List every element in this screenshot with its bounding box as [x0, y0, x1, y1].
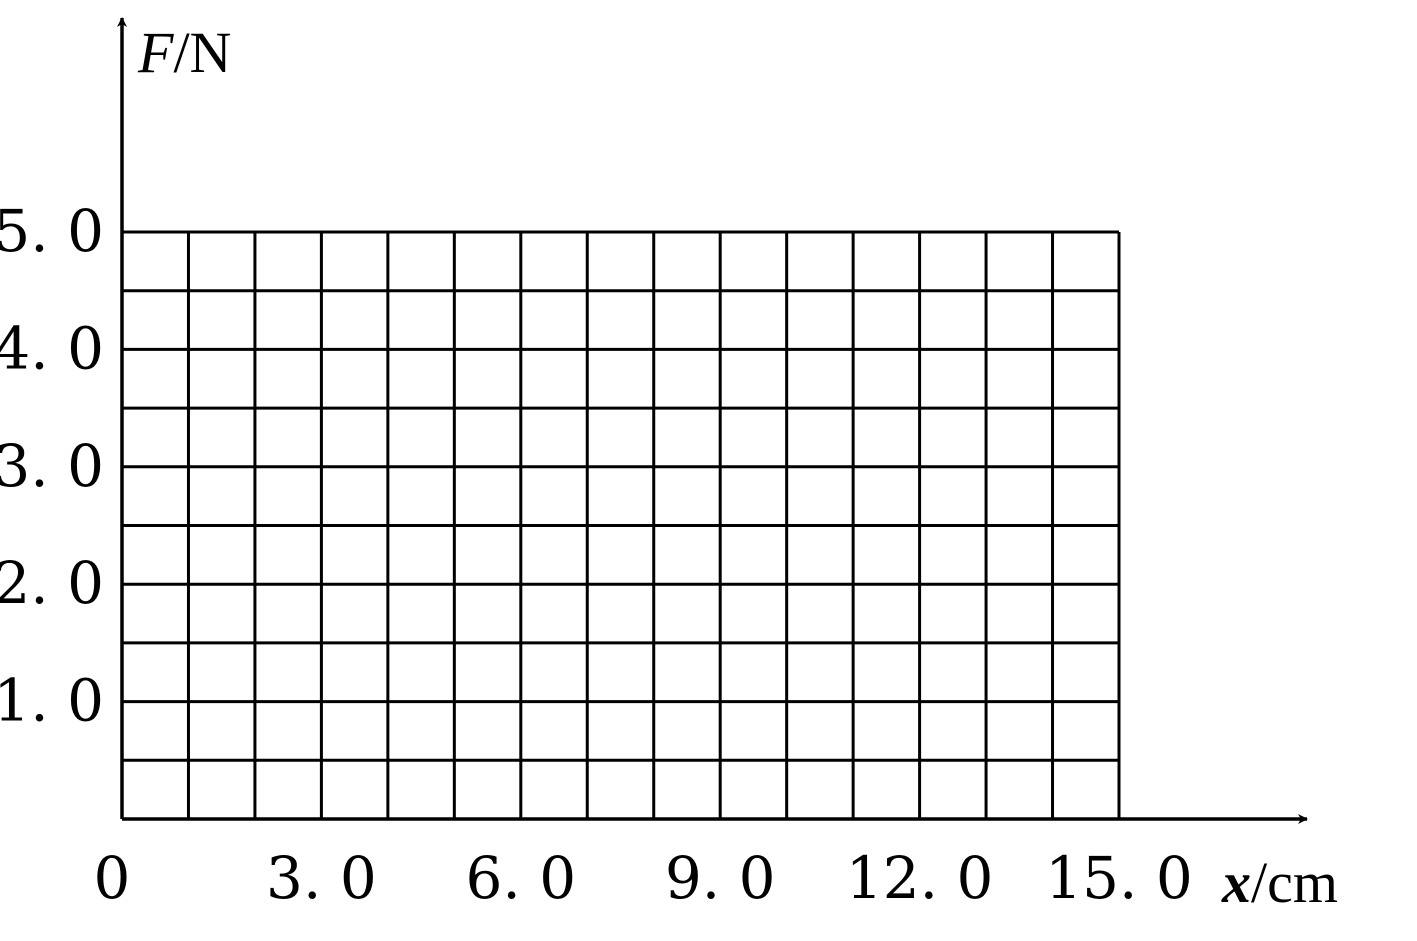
y-axis-variable: F	[137, 20, 174, 85]
x-tick-label: 3. 0	[266, 844, 377, 912]
y-tick-label: 4. 0	[0, 314, 104, 382]
x-axis-unit: /cm	[1251, 850, 1338, 915]
origin-label: 0	[94, 844, 131, 912]
x-tick-label: 12. 0	[846, 844, 994, 912]
grid	[120, 230, 1121, 821]
y-tick-label: 5. 0	[0, 197, 104, 265]
y-axis-title: F/N	[137, 20, 231, 85]
x-tick-label: 9. 0	[665, 844, 776, 912]
x-tick-label: 15. 0	[1045, 844, 1193, 912]
y-tick-label: 2. 0	[0, 549, 104, 617]
x-tick-label: 6. 0	[465, 844, 576, 912]
x-axis-title: x/cm	[1221, 850, 1338, 915]
y-tick-label: 3. 0	[0, 432, 104, 500]
axes	[117, 17, 1308, 824]
y-axis-unit: /N	[173, 20, 231, 85]
x-axis-variable: x	[1221, 850, 1251, 915]
y-tick-label: 1. 0	[0, 667, 104, 735]
y-tick-labels: 1. 0 2. 0 3. 0 4. 0 5. 0	[0, 197, 104, 735]
x-tick-labels: 3. 0 6. 0 9. 0 12. 0 15. 0	[266, 844, 1193, 912]
